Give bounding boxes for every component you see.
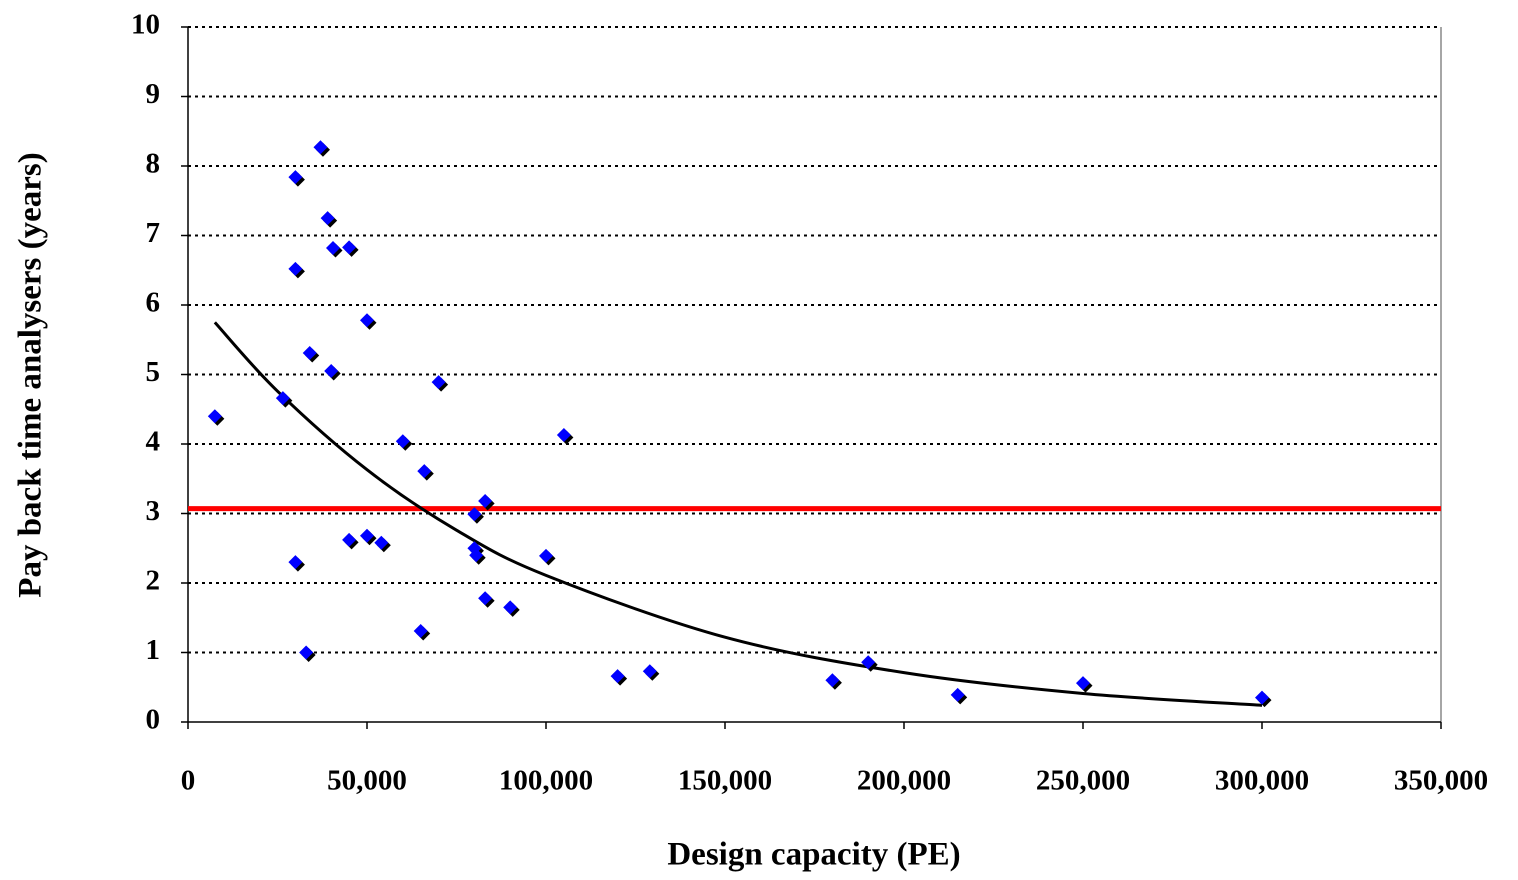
point-marker — [642, 664, 657, 679]
point-marker — [950, 687, 965, 702]
point-marker — [275, 391, 290, 406]
point-marker — [288, 555, 303, 570]
y-tick-label: 3 — [146, 495, 161, 527]
data-point — [325, 241, 343, 258]
data-point — [299, 645, 316, 662]
point-marker — [313, 140, 328, 155]
data-point — [1255, 690, 1272, 708]
data-point — [556, 427, 574, 445]
point-marker — [1076, 676, 1090, 691]
point-marker — [324, 364, 339, 379]
data-point — [467, 507, 484, 524]
point-marker — [556, 427, 571, 442]
y-axis-title: Pay back time analysers (years) — [13, 152, 49, 597]
data-point — [374, 535, 391, 553]
y-tick-label: 9 — [146, 78, 161, 110]
data-point — [275, 391, 293, 408]
point-marker — [302, 345, 317, 360]
y-tick-label: 1 — [146, 634, 161, 666]
x-tick-label: 350,000 — [1394, 765, 1488, 797]
x-tick-label: 250,000 — [1036, 765, 1130, 797]
y-tick-label: 2 — [146, 565, 161, 597]
point-marker — [374, 535, 389, 550]
data-point — [861, 655, 878, 672]
point-marker — [539, 548, 553, 563]
x-axis-title: Design capacity (PE) — [667, 837, 960, 873]
point-marker — [413, 623, 428, 638]
y-tick-label: 5 — [146, 356, 161, 388]
point-marker — [478, 493, 493, 508]
data-point — [288, 261, 305, 279]
point-marker — [320, 211, 335, 226]
y-tick-label: 10 — [131, 9, 160, 41]
data-point — [288, 170, 305, 187]
data-point — [610, 669, 628, 686]
data-point — [642, 664, 660, 681]
y-tick-label: 7 — [146, 217, 161, 249]
data-point — [417, 464, 434, 481]
data-point — [539, 548, 556, 566]
point-marker — [861, 655, 876, 670]
point-marker — [825, 673, 840, 688]
data-point — [395, 434, 413, 451]
data-point — [302, 345, 320, 363]
x-tick-label: 150,000 — [678, 765, 772, 797]
x-tick-label: 0 — [181, 765, 196, 797]
point-marker — [417, 464, 432, 479]
x-tick-label: 300,000 — [1215, 765, 1309, 797]
data-point — [320, 211, 338, 228]
data-point — [324, 364, 341, 381]
y-tick-label: 4 — [146, 426, 161, 458]
trendline — [213, 321, 1263, 707]
point-marker — [360, 313, 374, 328]
point-marker — [342, 240, 357, 255]
data-point — [360, 528, 377, 546]
x-tick-label: 100,000 — [499, 765, 593, 797]
y-tick-label: 0 — [146, 704, 161, 736]
point-marker — [342, 532, 357, 547]
point-marker — [395, 434, 410, 449]
point-marker — [1255, 690, 1269, 705]
data-point — [469, 548, 486, 565]
data-point — [360, 313, 377, 330]
x-tick-label: 200,000 — [857, 765, 951, 797]
point-marker — [360, 528, 374, 543]
data-point — [342, 532, 359, 550]
point-marker — [299, 645, 314, 660]
point-marker — [288, 170, 303, 185]
data-point — [342, 240, 359, 257]
point-marker — [431, 375, 446, 390]
data-point — [1076, 676, 1093, 693]
data-point — [478, 493, 495, 511]
data-point — [207, 409, 225, 426]
y-tick-label: 8 — [146, 148, 161, 180]
data-point — [950, 687, 968, 705]
data-point — [825, 673, 842, 690]
data-point — [313, 140, 330, 157]
x-tick-label: 50,000 — [327, 765, 407, 797]
data-point — [288, 555, 305, 572]
point-marker — [469, 548, 484, 563]
data-point — [431, 375, 449, 392]
data-point — [503, 600, 520, 617]
point-marker — [503, 600, 518, 615]
point-marker — [288, 261, 303, 276]
y-tick-label: 6 — [146, 287, 161, 319]
data-point — [478, 591, 495, 608]
point-marker — [467, 507, 482, 522]
point-marker — [610, 669, 625, 684]
data-point — [413, 623, 431, 641]
point-marker — [325, 241, 340, 256]
point-marker — [478, 591, 493, 606]
point-marker — [207, 409, 222, 424]
